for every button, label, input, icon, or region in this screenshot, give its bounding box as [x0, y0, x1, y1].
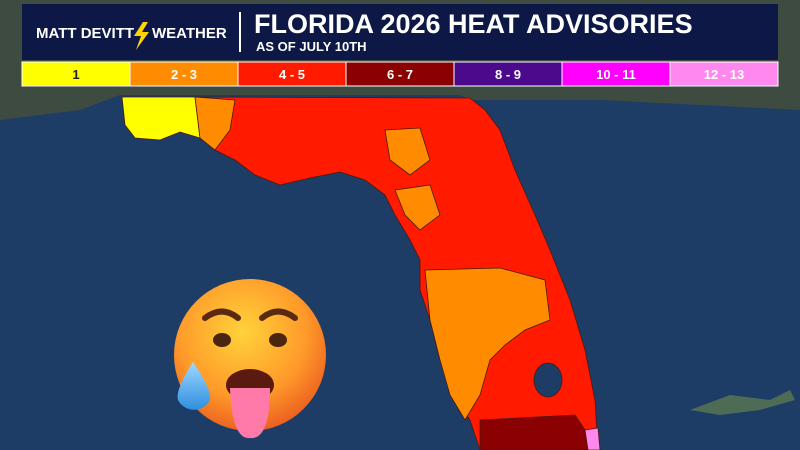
legend-label: 4 - 5	[279, 67, 305, 82]
lake-okeechobee	[533, 362, 563, 398]
legend-swatch	[21, 61, 131, 87]
region-orange-panhandle	[194, 96, 236, 151]
legend-label: 12 - 13	[704, 67, 744, 82]
legend-swatch	[345, 61, 455, 87]
brand-left: MATT DEVITT	[36, 25, 134, 42]
brand-right: WEATHER	[152, 25, 227, 42]
legend-swatch	[669, 61, 779, 87]
legend-label: 6 - 7	[387, 67, 413, 82]
region-pink	[584, 427, 601, 450]
bahamas	[690, 390, 795, 415]
region-darkred	[479, 414, 589, 450]
florida	[121, 96, 601, 450]
region-orange-north	[384, 127, 431, 176]
bolt-icon	[134, 22, 149, 50]
title: FLORIDA 2026 HEAT ADVISORIES	[254, 9, 693, 39]
hot-face-emoji	[174, 279, 326, 439]
legend-label: 8 - 9	[495, 67, 521, 82]
legend-swatch	[129, 61, 239, 87]
region-yellow	[121, 96, 201, 141]
legend-swatch	[237, 61, 347, 87]
legend-label: 10 - 11	[596, 67, 636, 82]
region-orange-bigbend	[394, 184, 441, 231]
subtitle: AS OF JULY 10TH	[256, 39, 367, 54]
legend-label: 1	[72, 67, 79, 82]
legend: 1 2 - 3 4 - 5 6 - 7 8 - 9 10 - 11 12 - 13	[21, 61, 779, 87]
legend-label: 2 - 3	[171, 67, 197, 82]
region-orange-central	[424, 267, 551, 421]
legend-swatch	[453, 61, 563, 87]
